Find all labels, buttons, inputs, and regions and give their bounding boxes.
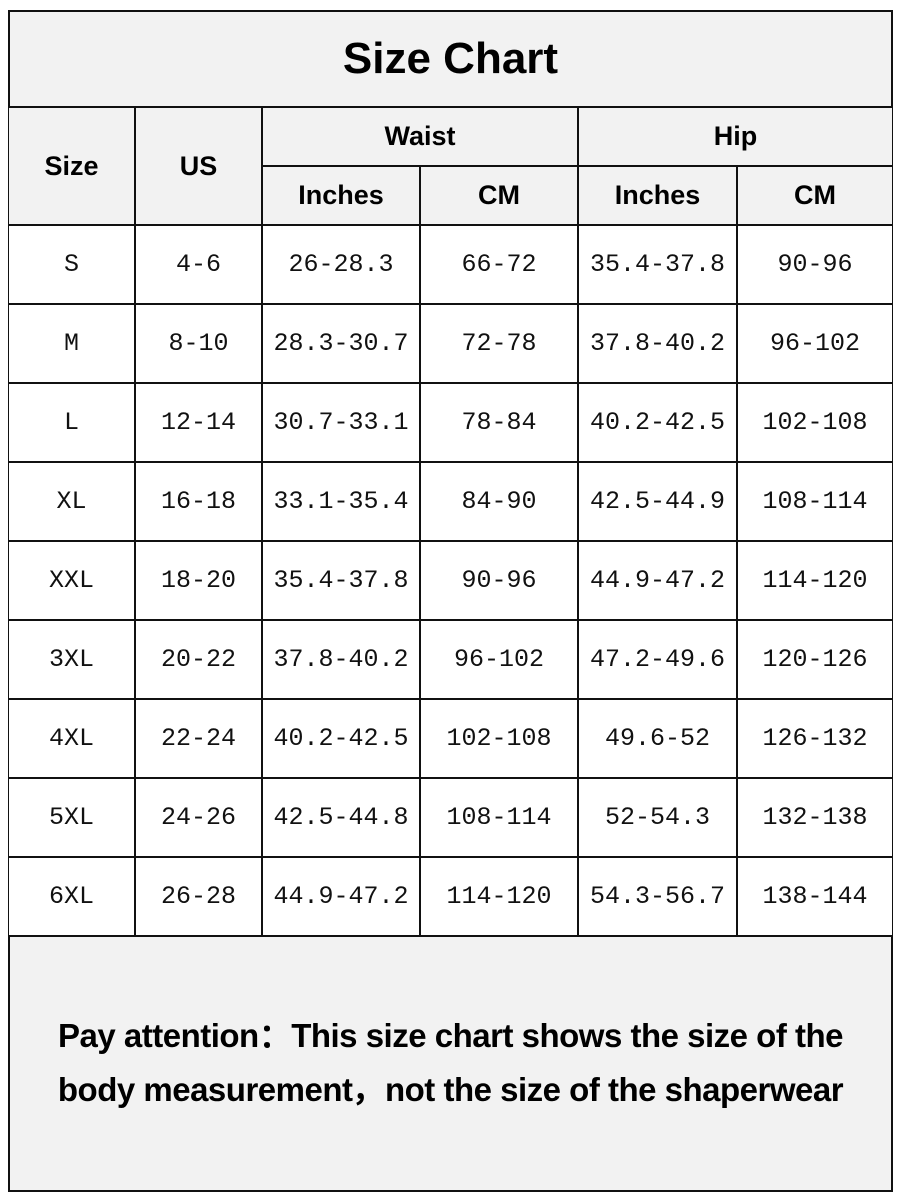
cell-us: 18-20: [134, 540, 263, 621]
cell-size: 4XL: [9, 698, 136, 779]
attention-note: Pay attention：This size chart shows the …: [57, 1017, 844, 1108]
cell-us: 8-10: [134, 303, 263, 384]
header-hip: Hip: [577, 108, 893, 167]
header-waist-cm: CM: [418, 165, 580, 226]
table-row: S 4-6 26-28.3 66-72 35.4-37.8 90-96: [9, 224, 893, 305]
cell-hip-inches: 35.4-37.8: [577, 224, 739, 305]
cell-waist-cm: 78-84: [418, 382, 580, 463]
cell-waist-inches: 42.5-44.8: [261, 777, 421, 858]
cell-waist-inches: 37.8-40.2: [261, 619, 421, 700]
cell-size: 3XL: [9, 619, 136, 700]
cell-us: 26-28: [134, 856, 263, 937]
table-row: 3XL 20-22 37.8-40.2 96-102 47.2-49.6 120-126: [9, 619, 893, 700]
cell-waist-inches: 40.2-42.5: [261, 698, 421, 779]
cell-size: XXL: [9, 540, 136, 621]
cell-waist-inches: 28.3-30.7: [261, 303, 421, 384]
cell-waist-cm: 96-102: [418, 619, 580, 700]
cell-hip-cm: 108-114: [736, 461, 893, 542]
cell-hip-cm: 114-120: [736, 540, 893, 621]
header-hip-cm: CM: [736, 165, 893, 226]
cell-size: 5XL: [9, 777, 136, 858]
cell-waist-inches: 35.4-37.8: [261, 540, 421, 621]
table-row: XXL 18-20 35.4-37.8 90-96 44.9-47.2 114-120: [9, 540, 893, 621]
header-waist: Waist: [260, 108, 580, 167]
cell-hip-cm: 138-144: [736, 856, 893, 937]
cell-size: 6XL: [9, 856, 136, 937]
cell-size: XL: [9, 461, 136, 542]
cell-waist-cm: 114-120: [418, 856, 580, 937]
cell-size: L: [9, 382, 136, 463]
cell-us: 4-6: [134, 224, 263, 305]
table-row: 5XL 24-26 42.5-44.8 108-114 52-54.3 132-138: [9, 777, 893, 858]
header-us: US: [134, 108, 263, 226]
cell-hip-inches: 52-54.3: [577, 777, 739, 858]
cell-waist-inches: 26-28.3: [261, 224, 421, 305]
cell-us: 24-26: [134, 777, 263, 858]
cell-waist-cm: 102-108: [418, 698, 580, 779]
table-row: XL 16-18 33.1-35.4 84-90 42.5-44.9 108-114: [9, 461, 893, 542]
cell-waist-cm: 72-78: [418, 303, 580, 384]
cell-hip-inches: 42.5-44.9: [577, 461, 739, 542]
cell-hip-cm: 96-102: [736, 303, 893, 384]
cell-us: 20-22: [134, 619, 263, 700]
header-hip-inches: Inches: [577, 165, 739, 226]
table-row: L 12-14 30.7-33.1 78-84 40.2-42.5 102-108: [9, 382, 893, 463]
cell-hip-inches: 37.8-40.2: [577, 303, 739, 384]
cell-hip-inches: 54.3-56.7: [577, 856, 739, 937]
cell-us: 22-24: [134, 698, 263, 779]
cell-hip-cm: 132-138: [736, 777, 893, 858]
cell-hip-cm: 120-126: [736, 619, 893, 700]
cell-waist-inches: 30.7-33.1: [261, 382, 421, 463]
cell-hip-cm: 126-132: [736, 698, 893, 779]
cell-hip-inches: 49.6-52: [577, 698, 739, 779]
cell-hip-inches: 40.2-42.5: [577, 382, 739, 463]
cell-us: 16-18: [134, 461, 263, 542]
cell-size: M: [9, 303, 136, 384]
table-row: 4XL 22-24 40.2-42.5 102-108 49.6-52 126-132: [9, 698, 893, 779]
cell-waist-cm: 84-90: [418, 461, 580, 542]
cell-waist-cm: 108-114: [418, 777, 580, 858]
cell-waist-inches: 44.9-47.2: [261, 856, 421, 937]
chart-title: Size Chart: [10, 12, 891, 108]
cell-hip-inches: 47.2-49.6: [577, 619, 739, 700]
table-row: 6XL 26-28 44.9-47.2 114-120 54.3-56.7 138-144: [9, 856, 893, 937]
header-waist-inches: Inches: [261, 165, 421, 226]
cell-waist-cm: 66-72: [418, 224, 580, 305]
cell-hip-cm: 90-96: [736, 224, 893, 305]
size-chart: Size Chart Size US Waist Hip Inches CM I…: [8, 10, 893, 1192]
cell-waist-inches: 33.1-35.4: [261, 461, 421, 542]
cell-hip-inches: 44.9-47.2: [577, 540, 739, 621]
cell-us: 12-14: [134, 382, 263, 463]
header-size: Size: [9, 108, 136, 226]
cell-hip-cm: 102-108: [736, 382, 893, 463]
cell-size: S: [9, 224, 136, 305]
table-row: M 8-10 28.3-30.7 72-78 37.8-40.2 96-102: [9, 303, 893, 384]
cell-waist-cm: 90-96: [418, 540, 580, 621]
